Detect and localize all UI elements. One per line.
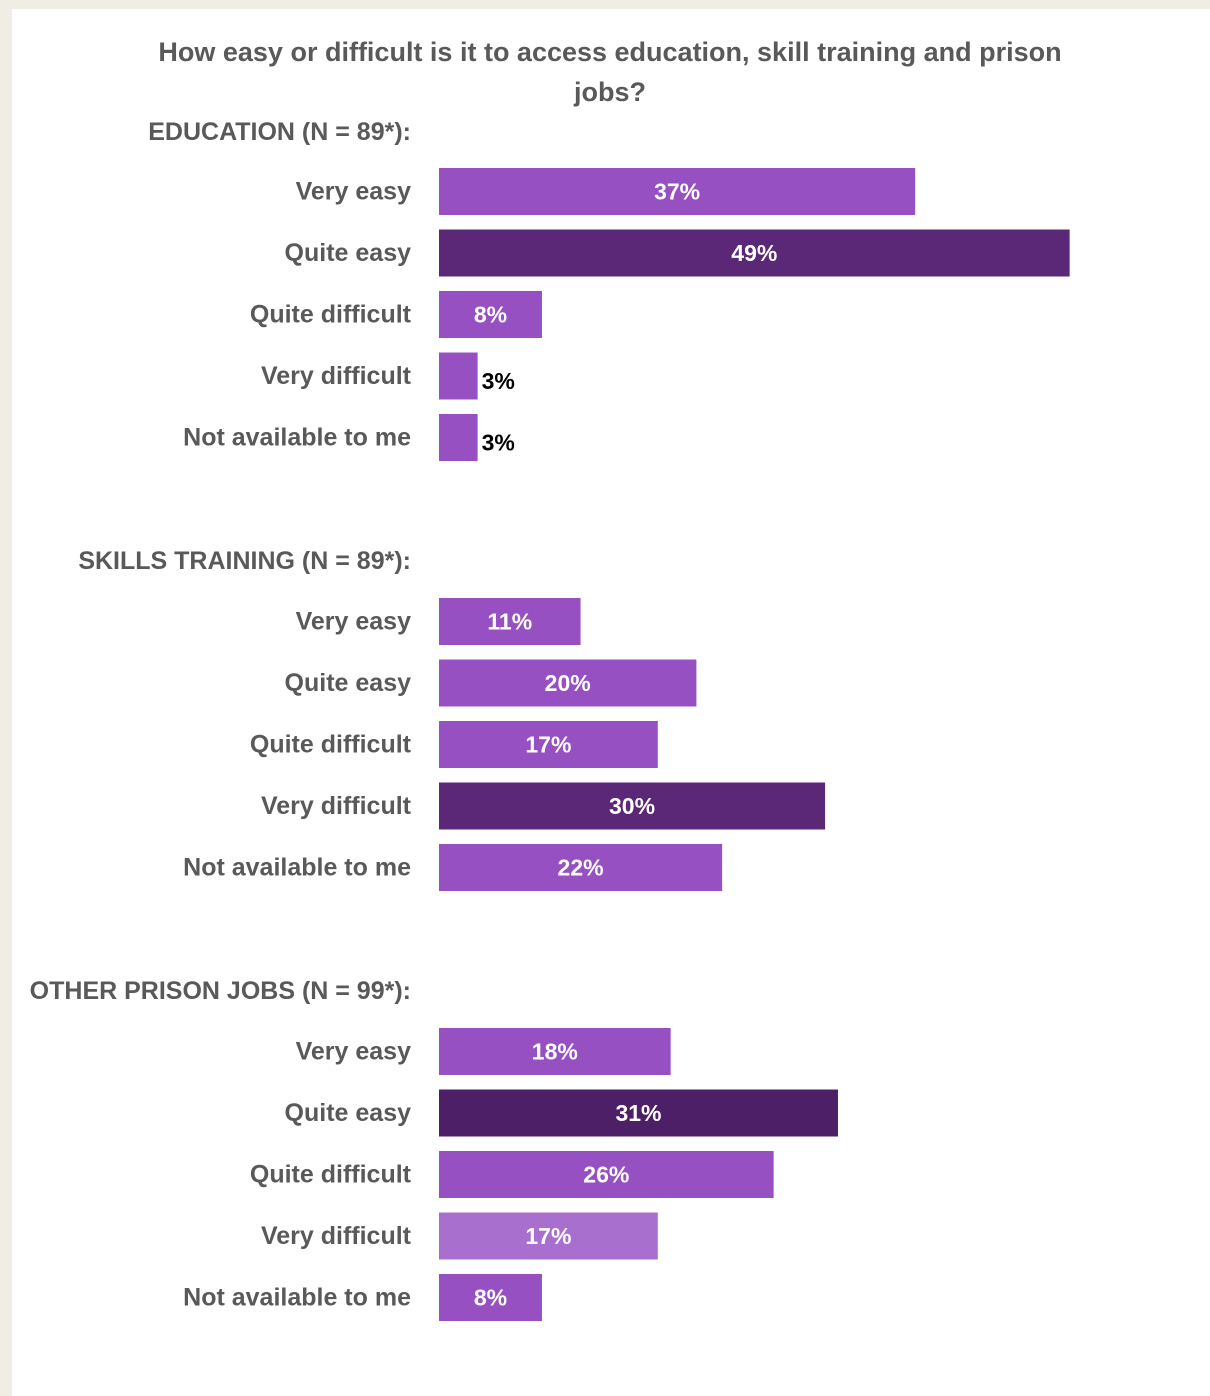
category-label: Quite difficult	[250, 731, 412, 759]
data-label: 26%	[583, 1162, 629, 1188]
bar	[439, 168, 916, 215]
category-label: Very difficult	[261, 792, 412, 820]
bar	[439, 1212, 658, 1260]
data-label: 20%	[545, 670, 591, 696]
data-label: 37%	[654, 179, 700, 205]
category-label: Very easy	[296, 178, 411, 206]
data-label: 3%	[482, 368, 515, 394]
category-label: Quite difficult	[250, 1161, 412, 1189]
data-label: 8%	[474, 1285, 507, 1311]
category-label: Very easy	[296, 608, 411, 636]
bar	[439, 659, 697, 707]
bar	[439, 414, 478, 461]
data-label: 22%	[558, 855, 604, 881]
category-label: Quite easy	[285, 1099, 412, 1127]
data-label: 11%	[487, 609, 532, 635]
data-label: 8%	[474, 302, 507, 328]
section-title: EDUCATION (N = 89*):	[148, 118, 411, 146]
category-label: Very difficult	[261, 1222, 412, 1250]
bar	[439, 352, 478, 400]
chart-title: How easy or difficult is it to access ed…	[158, 37, 1062, 107]
bar	[439, 291, 542, 338]
bar	[439, 844, 723, 891]
section-title: SKILLS TRAINING (N = 89*):	[78, 547, 411, 575]
bar	[439, 1274, 542, 1321]
bar	[439, 1089, 838, 1137]
category-label: Quite easy	[285, 239, 412, 267]
category-label: Quite difficult	[250, 301, 412, 329]
category-label: Quite easy	[285, 669, 412, 697]
data-label: 31%	[615, 1100, 661, 1126]
section-title: OTHER PRISON JOBS (N = 99*):	[30, 977, 411, 1005]
bar	[439, 721, 658, 768]
category-label: Not available to me	[183, 1284, 411, 1312]
data-label: 17%	[525, 1223, 571, 1249]
bar	[439, 782, 826, 830]
data-label: 18%	[532, 1039, 578, 1065]
category-label: Very easy	[296, 1038, 411, 1066]
bar	[439, 1028, 671, 1075]
bar	[439, 1151, 774, 1198]
bar	[439, 229, 1070, 277]
data-label: 17%	[525, 732, 571, 758]
data-label: 30%	[609, 793, 655, 819]
category-label: Not available to me	[183, 854, 411, 882]
data-label: 3%	[482, 430, 515, 456]
category-label: Not available to me	[183, 424, 411, 452]
bar	[439, 598, 581, 645]
data-label: 49%	[731, 240, 777, 266]
category-label: Very difficult	[261, 362, 412, 390]
